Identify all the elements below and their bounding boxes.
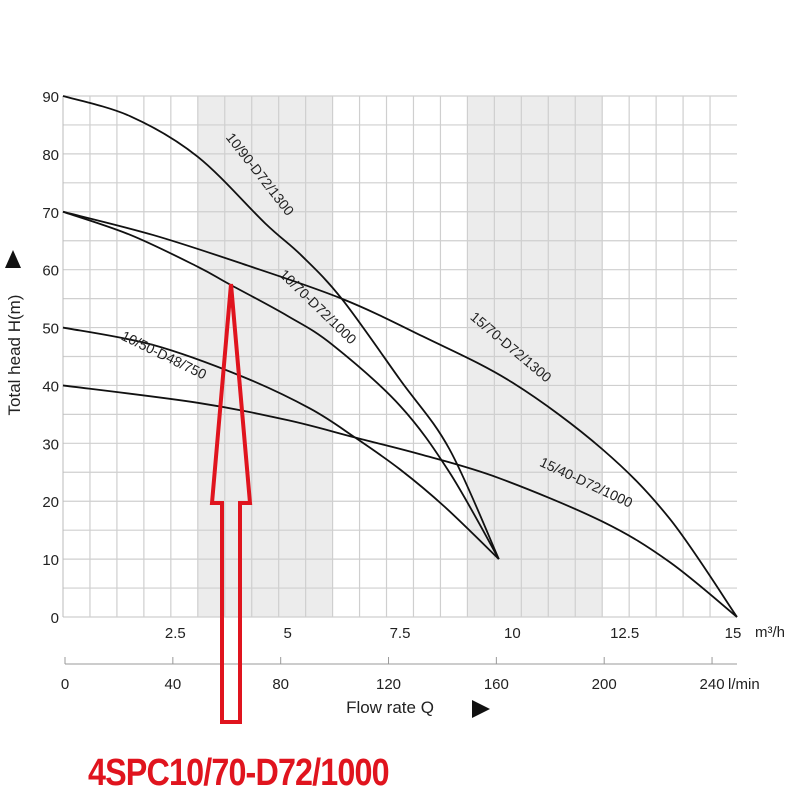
y-tick-label: 60: [42, 263, 59, 280]
x2-tick-label: 200: [592, 676, 617, 693]
curve-10-70-d72-1000: [62, 210, 500, 560]
x-axis-arrow-icon: [472, 700, 490, 718]
y-tick-label: 90: [42, 89, 59, 106]
x-tick-label: 15: [725, 625, 742, 642]
x2-tick-label: 0: [61, 676, 69, 693]
y-tick-label: 10: [42, 552, 59, 569]
x2-tick-label: 40: [164, 676, 181, 693]
curve-10-50-d48-750: [62, 326, 500, 560]
curve-15-40-d72-1000: [62, 384, 738, 618]
y-tick-label: 70: [42, 205, 59, 222]
y-tick-label: 20: [42, 494, 59, 511]
x2-tick-label: 120: [376, 676, 401, 693]
y-tick-label: 80: [42, 147, 59, 164]
x-tick-label: 2.5: [165, 625, 186, 642]
x2-unit-label: l/min: [728, 676, 760, 693]
y-tick-label: 30: [42, 436, 59, 453]
y-axis-arrow-icon: [5, 250, 21, 268]
x2-tick-label: 160: [484, 676, 509, 693]
red-arrow-icon: [209, 283, 253, 724]
curve-15-70-d72-1300: [62, 210, 738, 618]
y-tick-label: 40: [42, 378, 59, 395]
x-axis-label: Flow rate Q: [346, 698, 434, 717]
x-unit-label: m³/h: [755, 624, 785, 641]
x-tick-label: 12.5: [610, 625, 639, 642]
y-tick-label: 50: [42, 321, 59, 338]
y-axis-label: Total head H(m): [5, 295, 24, 416]
curve-10-90-d72-1300: [62, 95, 500, 560]
x-tick-label: 5: [283, 625, 291, 642]
model-annotation: 4SPC10/70-D72/1000: [88, 752, 390, 794]
x-tick-label: 7.5: [390, 625, 411, 642]
x-tick-label: 10: [504, 625, 521, 642]
x2-tick-label: 80: [272, 676, 289, 693]
curve-label: 10/50-D48/750: [119, 327, 209, 382]
y-tick-label: 0: [51, 610, 59, 627]
x2-tick-label: 240: [700, 676, 725, 693]
